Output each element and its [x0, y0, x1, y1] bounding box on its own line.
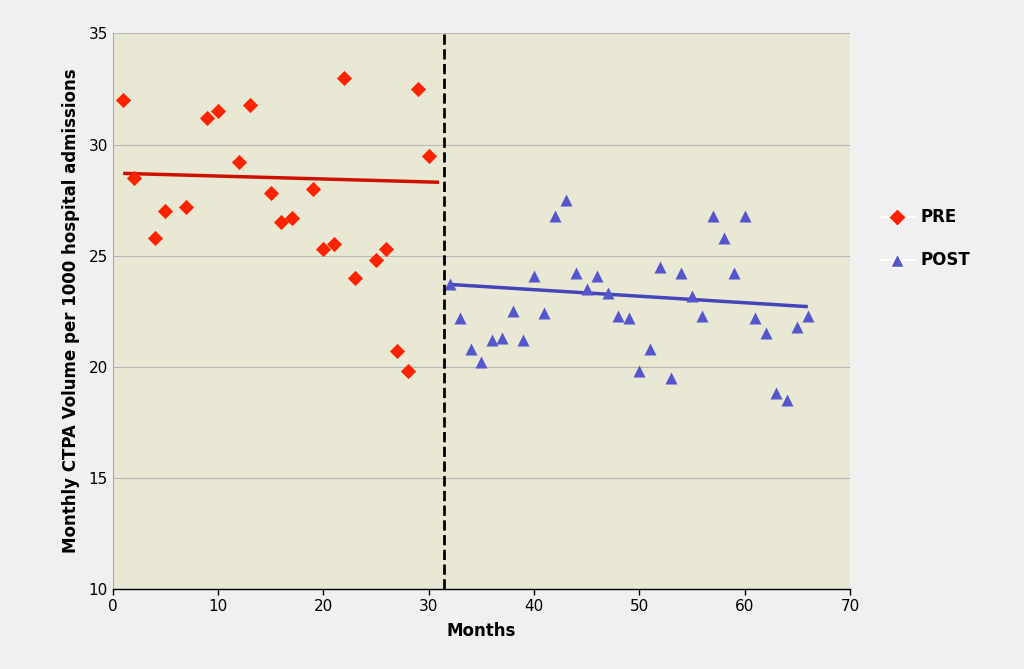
Point: [326, 239, 342, 250]
Point: [421, 151, 437, 161]
Point: [242, 99, 258, 110]
Point: [262, 188, 279, 199]
Point: [800, 310, 816, 321]
Point: [537, 308, 553, 318]
Point: [452, 312, 468, 323]
Point: [441, 279, 458, 290]
Point: [621, 312, 637, 323]
Point: [736, 210, 753, 221]
Point: [200, 112, 216, 123]
Point: [178, 201, 195, 212]
Point: [389, 346, 406, 357]
Point: [284, 213, 300, 223]
Point: [473, 357, 489, 367]
Point: [589, 270, 605, 281]
Point: [768, 388, 784, 399]
Point: [746, 312, 763, 323]
Point: [483, 334, 500, 345]
Point: [505, 306, 521, 316]
Point: [368, 255, 384, 266]
Point: [230, 157, 247, 168]
Point: [547, 210, 563, 221]
Point: [157, 206, 173, 217]
Point: [790, 321, 806, 332]
Point: [515, 334, 531, 345]
Point: [694, 310, 711, 321]
Point: [568, 268, 585, 279]
Point: [716, 232, 732, 243]
Point: [579, 284, 595, 294]
Point: [410, 84, 426, 94]
Point: [273, 217, 290, 227]
Point: [315, 244, 332, 254]
Point: [684, 290, 700, 301]
Point: [705, 210, 721, 221]
Point: [557, 195, 573, 205]
Point: [673, 268, 689, 279]
Point: [495, 332, 511, 343]
Point: [599, 288, 615, 298]
Y-axis label: Monthly CTPA Volume per 1000 hospital admissions: Monthly CTPA Volume per 1000 hospital ad…: [62, 69, 80, 553]
Point: [726, 268, 742, 279]
Point: [610, 310, 627, 321]
Point: [210, 106, 226, 116]
Point: [115, 95, 131, 106]
Point: [642, 343, 658, 354]
Point: [378, 244, 394, 254]
Point: [463, 343, 479, 354]
Legend: PRE, POST: PRE, POST: [881, 208, 970, 270]
Point: [126, 173, 142, 183]
Point: [631, 366, 647, 377]
X-axis label: Months: Months: [446, 622, 516, 640]
Point: [652, 262, 669, 272]
Point: [336, 72, 352, 83]
Point: [778, 395, 795, 405]
Point: [525, 270, 542, 281]
Point: [347, 272, 364, 283]
Point: [146, 232, 163, 243]
Point: [399, 366, 416, 377]
Point: [304, 183, 321, 194]
Point: [758, 328, 774, 339]
Point: [663, 373, 679, 383]
